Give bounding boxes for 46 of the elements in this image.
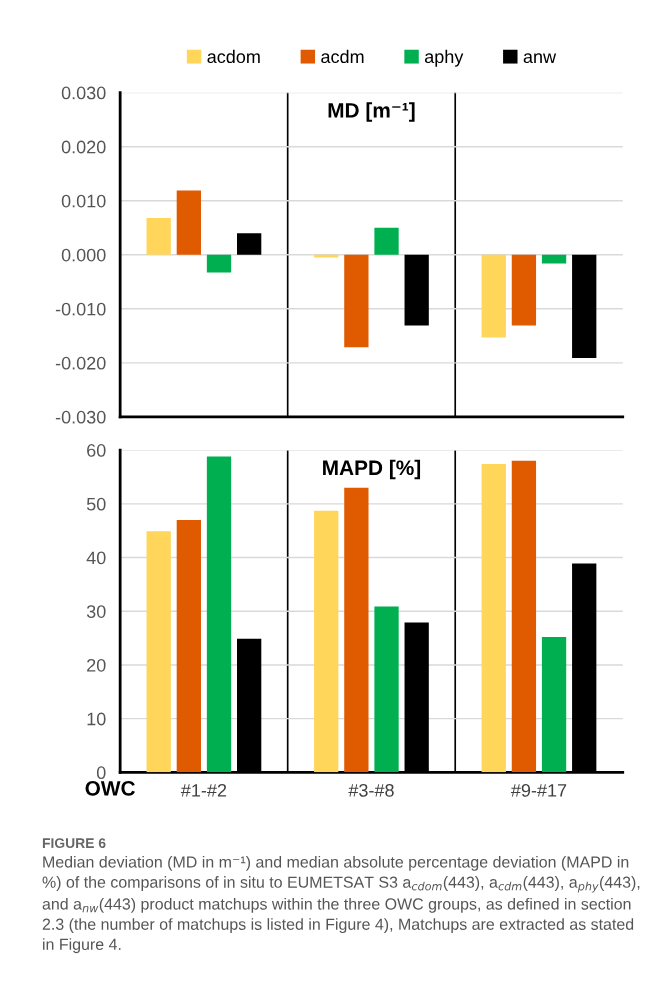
x-axis-title: OWC [85,780,135,796]
bar [541,254,567,264]
y-tick-label: 20 [87,658,106,672]
bar [206,254,232,273]
bar [314,510,339,773]
y-tick-label: 10 [87,712,106,726]
legend-label: acdm [321,49,364,64]
y-tick-label: 0.010 [61,194,106,208]
x-tick-label: #1-#2 [180,783,227,797]
y-tick-label: 0.030 [61,86,106,100]
x-tick-label: #3-#8 [348,783,394,797]
bar [511,460,537,773]
legend-label: anw [523,53,557,64]
y-tick-label: 60 [87,444,106,457]
bar [344,254,369,348]
y-tick-label: 30 [86,605,106,618]
bar [237,233,262,255]
text: Median deviation (MD in m⁻¹) and median absolute percentage deviation (MAPD in %) of the comparisons of in situ to EUMETSAT S3 a$_{cdom}$(443), a$_{cdm}$(443), a$_{phy}$(443), and a$_{nw}$(443) product matchups within the three OWC groups, as defined in section 2.3 (the number of matchups is listed in Figure 4), Matchups are extracted as stated in Figure 4. [42,855,640,954]
y-tick-label: 0 [96,766,106,780]
legend-label: acdom [207,49,260,64]
bar [374,606,399,773]
y-tick-label: 40 [86,551,106,565]
bar [404,254,429,326]
bar [146,218,171,255]
chart-title: MD [m⁻¹] [328,102,415,122]
bar [344,487,369,773]
bar [176,519,201,773]
bar [511,254,537,326]
bar [541,637,567,773]
y-tick-label: 0.020 [61,140,106,154]
chart-title: MAPD [%] [323,459,421,480]
y-tick-label: -0.010 [55,302,106,316]
y-tick-label: -0.030 [55,410,106,424]
y-tick-label: 50 [86,497,106,511]
bar [374,227,399,255]
caption: FIGURE 6 [42,838,106,849]
bar [176,190,201,255]
x-tick-label: #9-#17 [510,783,567,797]
bar [206,456,232,773]
bar [481,464,506,773]
bar [146,531,171,773]
legend-label: aphy [424,49,464,67]
bar [572,254,597,358]
y-tick-label: 0.000 [61,248,106,262]
y-tick-label: -0.020 [55,356,106,370]
bar [481,254,506,338]
